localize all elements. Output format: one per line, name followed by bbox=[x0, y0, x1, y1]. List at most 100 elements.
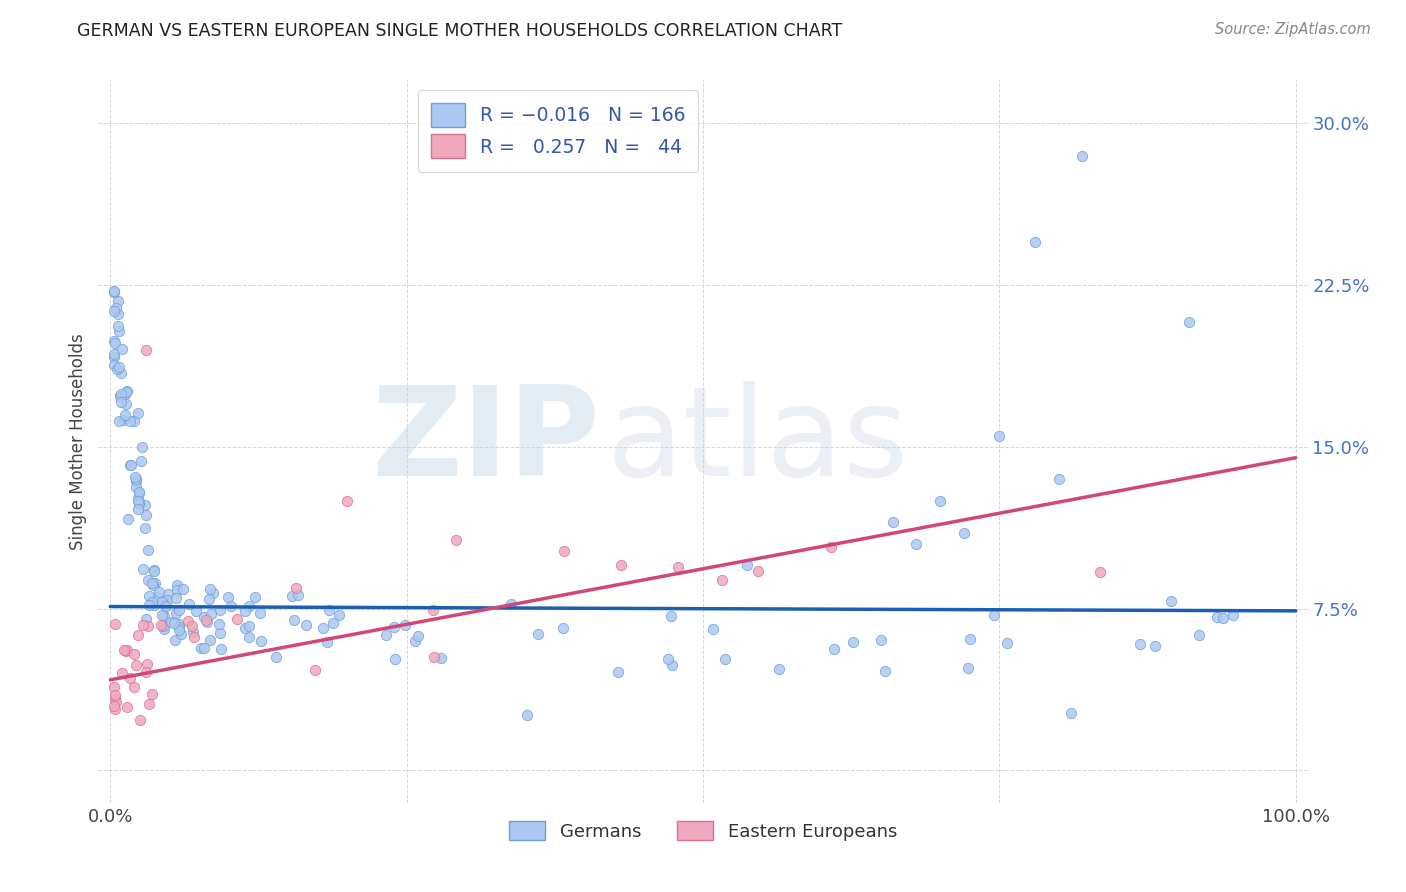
Point bbox=[150, 595, 173, 609]
Point bbox=[747, 564, 769, 578]
Point bbox=[132, 562, 155, 576]
Point bbox=[160, 615, 183, 630]
Point bbox=[249, 633, 271, 648]
Point bbox=[233, 604, 256, 618]
Point bbox=[103, 284, 125, 298]
Point bbox=[661, 657, 683, 672]
Point bbox=[110, 386, 132, 401]
Point bbox=[125, 474, 148, 488]
Point bbox=[135, 343, 157, 357]
Point bbox=[152, 619, 174, 633]
Point bbox=[128, 496, 150, 510]
Point bbox=[153, 608, 176, 623]
Point bbox=[710, 573, 733, 587]
Point bbox=[111, 412, 134, 426]
Point bbox=[163, 615, 186, 630]
Point bbox=[134, 521, 156, 535]
Point bbox=[167, 603, 190, 617]
Point bbox=[115, 397, 138, 411]
Point bbox=[142, 564, 165, 578]
Y-axis label: Single Mother Households: Single Mother Households bbox=[69, 334, 87, 549]
Point bbox=[382, 620, 405, 634]
Point bbox=[1160, 594, 1182, 608]
Point bbox=[304, 663, 326, 677]
Point bbox=[195, 615, 218, 629]
Point bbox=[183, 630, 205, 644]
Text: ZIP: ZIP bbox=[371, 381, 600, 502]
Point bbox=[166, 583, 188, 598]
Point bbox=[155, 599, 177, 613]
Point bbox=[143, 598, 166, 612]
Point bbox=[266, 650, 288, 665]
Point bbox=[606, 665, 628, 680]
Point bbox=[111, 343, 134, 357]
Point bbox=[152, 622, 174, 636]
Point bbox=[136, 543, 159, 558]
Point bbox=[107, 324, 129, 338]
Point bbox=[127, 494, 149, 508]
Point bbox=[136, 619, 159, 633]
Point bbox=[132, 618, 155, 632]
Point bbox=[375, 627, 398, 641]
Point bbox=[311, 622, 333, 636]
Point bbox=[138, 590, 160, 604]
Point bbox=[190, 640, 212, 655]
Point bbox=[134, 498, 156, 512]
Point bbox=[181, 625, 204, 640]
Point bbox=[107, 318, 129, 333]
Point bbox=[143, 575, 166, 590]
Point bbox=[956, 660, 979, 674]
Point bbox=[336, 493, 359, 508]
Point bbox=[135, 665, 157, 680]
Point bbox=[104, 335, 127, 350]
Point bbox=[406, 629, 429, 643]
Point bbox=[233, 621, 256, 635]
Point bbox=[713, 652, 735, 666]
Point bbox=[553, 543, 575, 558]
Point bbox=[295, 618, 318, 632]
Point bbox=[527, 627, 550, 641]
Point bbox=[108, 414, 131, 428]
Point bbox=[122, 680, 145, 694]
Point bbox=[128, 485, 150, 500]
Point bbox=[104, 691, 127, 706]
Point bbox=[1090, 566, 1112, 580]
Point bbox=[107, 307, 129, 321]
Point bbox=[997, 636, 1019, 650]
Point bbox=[135, 508, 157, 522]
Point bbox=[208, 626, 231, 640]
Point bbox=[177, 597, 200, 611]
Point bbox=[110, 366, 132, 380]
Point bbox=[141, 594, 163, 608]
Text: Source: ZipAtlas.com: Source: ZipAtlas.com bbox=[1215, 22, 1371, 37]
Point bbox=[201, 585, 224, 599]
Point bbox=[115, 700, 138, 714]
Point bbox=[125, 480, 148, 494]
Point bbox=[422, 649, 444, 664]
Text: GERMAN VS EASTERN EUROPEAN SINGLE MOTHER HOUSEHOLDS CORRELATION CHART: GERMAN VS EASTERN EUROPEAN SINGLE MOTHER… bbox=[77, 22, 842, 40]
Point bbox=[104, 616, 127, 631]
Point bbox=[111, 666, 134, 681]
Point bbox=[110, 394, 132, 409]
Point bbox=[167, 617, 190, 632]
Point bbox=[499, 597, 522, 611]
Point bbox=[177, 614, 200, 628]
Point bbox=[209, 642, 232, 657]
Point bbox=[136, 657, 159, 671]
Point bbox=[143, 563, 166, 577]
Point bbox=[125, 472, 148, 486]
Point bbox=[128, 486, 150, 500]
Point bbox=[105, 362, 128, 376]
Point bbox=[384, 652, 406, 666]
Point bbox=[172, 582, 194, 596]
Point bbox=[404, 634, 426, 648]
Point bbox=[238, 630, 260, 644]
Point bbox=[165, 591, 187, 606]
Point bbox=[198, 633, 221, 648]
Point bbox=[768, 663, 790, 677]
Point bbox=[104, 301, 127, 316]
Point bbox=[129, 453, 152, 467]
Point bbox=[905, 537, 928, 551]
Point bbox=[148, 585, 170, 599]
Point bbox=[193, 609, 215, 624]
